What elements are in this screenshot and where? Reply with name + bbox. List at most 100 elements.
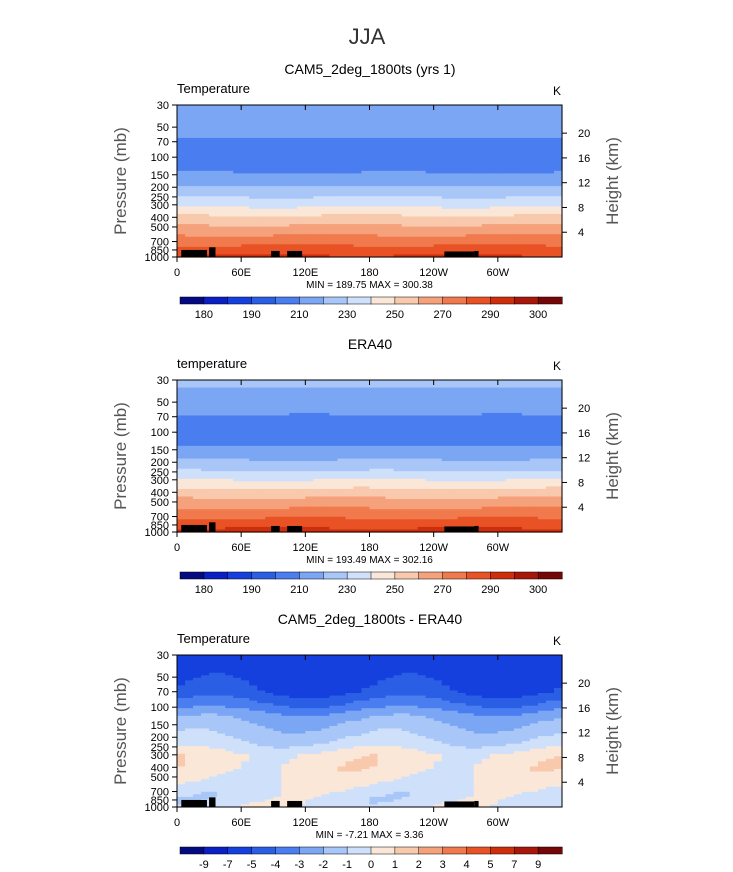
contour-cell (225, 387, 234, 391)
contour-cell (393, 468, 403, 472)
x-tick-label: 0 (174, 267, 180, 279)
contour-cell (489, 453, 499, 457)
contour-cell (201, 130, 210, 134)
contour-cell (177, 236, 186, 240)
contour-cell (369, 122, 379, 126)
contour-cell (313, 390, 322, 394)
contour-cell (393, 216, 403, 220)
contour-cell (233, 211, 242, 215)
contour-cell (377, 251, 387, 256)
contour-cell (401, 175, 411, 180)
contour-cell (313, 251, 322, 256)
contour-cell (465, 135, 475, 139)
contour-cell (257, 425, 266, 429)
contour-cell (193, 234, 202, 238)
contour-cell (273, 423, 282, 427)
contour-cell (273, 476, 282, 480)
contour-cell (241, 466, 250, 470)
contour-cell (481, 438, 491, 442)
contour-cell (305, 170, 314, 174)
contour-cell (265, 143, 274, 147)
contour-cell (513, 481, 523, 485)
contour-cell (313, 140, 322, 144)
contour-cell (217, 418, 226, 422)
contour-cell (529, 425, 539, 429)
contour-cell (321, 402, 330, 406)
contour-cell (193, 440, 202, 444)
contour-cell (417, 181, 427, 185)
contour-cell (369, 400, 379, 404)
contour-cell (185, 380, 194, 384)
contour-cell (305, 471, 314, 475)
contour-cell (249, 382, 258, 386)
contour-cell (465, 196, 475, 200)
contour-cell (553, 234, 563, 238)
contour-cell (217, 213, 226, 218)
contour-cell (513, 234, 523, 238)
contour-cell (489, 415, 499, 419)
contour-cell (449, 158, 459, 162)
contour-cell (505, 155, 515, 159)
contour-cell (249, 229, 258, 233)
contour-cell (473, 125, 483, 129)
contour-cell (313, 430, 322, 434)
contour-cell (465, 137, 475, 142)
contour-cell (537, 249, 547, 253)
contour-cell (409, 219, 419, 223)
contour-cell (361, 216, 371, 220)
contour-cell (489, 163, 499, 167)
contour-cell (505, 400, 515, 404)
contour-cell (321, 140, 330, 144)
contour-cell (369, 224, 379, 228)
contour-cell (281, 395, 290, 399)
contour-cell (505, 392, 515, 396)
contour-cell (257, 254, 266, 258)
contour-cell (449, 481, 459, 485)
contour-cell (401, 219, 411, 223)
contour-cell (241, 410, 250, 414)
contour-cell (529, 466, 539, 470)
contour-cell (457, 193, 467, 197)
contour-cell (249, 110, 258, 114)
contour-cell (433, 216, 443, 220)
contour-cell (361, 251, 371, 256)
contour-cell (513, 130, 523, 134)
contour-cell (313, 213, 322, 218)
contour-cell (497, 107, 507, 111)
contour-cell (217, 186, 226, 190)
contour-cell (401, 478, 411, 482)
contour-cell (521, 392, 531, 396)
contour-cell (425, 170, 435, 174)
contour-cell (225, 191, 234, 195)
contour-cell (273, 387, 282, 391)
contour-cell (265, 153, 274, 157)
contour-cell (217, 448, 226, 452)
contour-cell (313, 105, 322, 109)
contour-cell (217, 443, 226, 447)
contour-cell (337, 168, 347, 172)
contour-cell (201, 231, 210, 235)
contour-cell (337, 473, 347, 477)
contour-cell (337, 201, 347, 205)
contour-cell (473, 415, 483, 419)
contour-cell (353, 466, 363, 470)
contour-cell (449, 105, 459, 109)
contour-cell (233, 168, 242, 172)
contour-cell (265, 435, 274, 439)
contour-cell (433, 458, 443, 462)
contour-cell (177, 191, 186, 195)
contour-cell (473, 423, 483, 427)
contour-cell (201, 430, 210, 434)
contour-cell (313, 148, 322, 152)
contour-cell (537, 468, 547, 472)
contour-cell (433, 175, 443, 180)
contour-cell (425, 428, 435, 432)
contour-cell (321, 122, 330, 126)
contour-cell (537, 448, 547, 452)
contour-cell (441, 201, 451, 205)
contour-cell (265, 241, 274, 245)
contour-cell (409, 440, 419, 444)
contour-cell (441, 127, 451, 131)
contour-cell (329, 130, 339, 134)
contour-cell (321, 137, 330, 142)
